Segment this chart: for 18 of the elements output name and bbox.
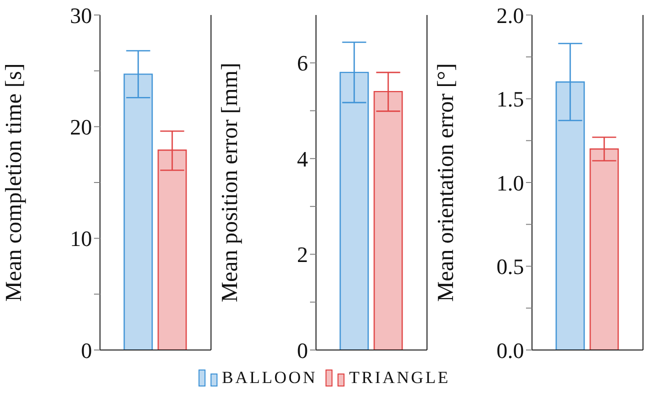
y-tick-label: 1.0 bbox=[496, 170, 524, 196]
y-tick-label: 20 bbox=[70, 114, 92, 140]
y-tick-label: 0.5 bbox=[496, 254, 524, 280]
y-tick-label: 1.5 bbox=[496, 86, 524, 112]
y-axis-title: Mean orientation error [°] bbox=[433, 63, 458, 302]
y-tick-label: 2.0 bbox=[496, 2, 524, 28]
y-tick-label: 0 bbox=[297, 338, 308, 363]
y-tick-label: 10 bbox=[70, 226, 92, 252]
y-tick-label: 0 bbox=[81, 338, 92, 363]
legend-label: BALLOON bbox=[222, 368, 318, 388]
y-axis-title: Mean completion time [s] bbox=[1, 63, 26, 302]
y-tick-label: 30 bbox=[70, 2, 92, 28]
y-tick-label: 6 bbox=[297, 50, 308, 76]
y-tick-label: 4 bbox=[297, 146, 308, 172]
legend-label: TRIANGLE bbox=[349, 368, 450, 388]
y-tick-label: 2 bbox=[297, 242, 308, 268]
y-tick-label: 0.0 bbox=[496, 338, 524, 363]
y-axis-title: Mean position error [mm] bbox=[217, 62, 242, 302]
